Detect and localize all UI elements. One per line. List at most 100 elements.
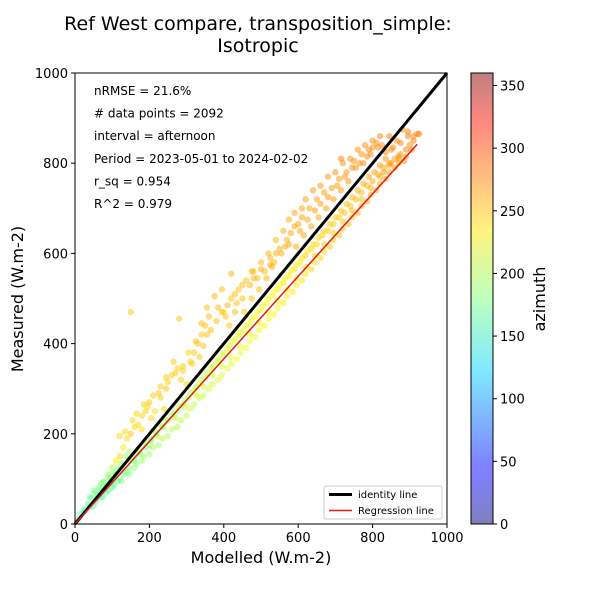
scatter-point [267, 254, 274, 262]
scatter-point [209, 380, 216, 388]
x-tick-label: 600 [286, 531, 311, 546]
scatter-point [246, 338, 254, 345]
scatter-point [190, 401, 198, 408]
scatter-point [335, 175, 343, 183]
scatter-point [179, 362, 187, 370]
scatter-point [259, 302, 267, 309]
scatter-point [280, 227, 287, 235]
scatter-point [157, 394, 164, 401]
scatter-point [298, 254, 306, 262]
scatter-point [315, 234, 322, 241]
scatter-point [177, 376, 185, 383]
scatter-point [358, 150, 365, 158]
scatter-point [302, 196, 309, 203]
y-tick-label: 1000 [35, 67, 68, 82]
scatter-point [261, 322, 268, 329]
scatter-point [105, 471, 112, 478]
scatter-point [222, 313, 229, 320]
y-tick-label: 0 [60, 518, 68, 533]
scatter-point [131, 464, 138, 471]
scatter-point [304, 247, 311, 255]
scatter-point [257, 265, 265, 273]
scatter-point [218, 308, 226, 316]
scatter-point [326, 220, 334, 228]
scatter-point [177, 417, 185, 424]
scatter-point [138, 457, 146, 465]
scatter-point [252, 333, 259, 341]
scatter-point [369, 178, 376, 185]
scatter-point [233, 356, 241, 363]
scatter-point [363, 198, 371, 205]
scatter-point [287, 229, 294, 237]
scatter-point [175, 403, 183, 410]
colorbar-fill [470, 72, 494, 525]
scatter-point [324, 173, 332, 180]
scatter-point [125, 448, 133, 456]
scatter-point [337, 207, 345, 214]
colorbar-ticks: 0 50 100 150 200 250 300 350 [493, 80, 525, 533]
scatter-point [309, 241, 317, 248]
scatter-point [215, 304, 222, 311]
scatter-point [304, 216, 311, 223]
scatter-point [162, 374, 170, 381]
scatter-point [172, 369, 179, 377]
scatter-point [120, 444, 127, 451]
scatter-point [391, 164, 399, 171]
scatter-point [321, 189, 328, 196]
scatter-point [239, 295, 246, 302]
scatter-point [382, 155, 389, 162]
scatter-point [116, 453, 123, 460]
scatter-point [135, 421, 142, 428]
scatter-point [231, 290, 239, 298]
scatter-point [376, 132, 384, 140]
scatter-point [321, 227, 328, 235]
scatter-point [267, 261, 274, 268]
scatter-point [114, 477, 121, 485]
plot-frame [74, 72, 448, 525]
scatter-point [386, 132, 393, 140]
scatter-point [237, 329, 244, 336]
legend-identity-label: identity line [358, 490, 417, 501]
scatter-point [276, 281, 283, 289]
scatter-point [188, 360, 196, 368]
scatter-point [274, 297, 281, 304]
scatter-point [371, 169, 378, 176]
scatter-point [345, 178, 352, 185]
scatter-point [127, 308, 134, 316]
plot-area: nRMSE = 21.6% # data points = 2092 interva… [73, 72, 449, 525]
scatter-point [127, 430, 134, 437]
scatter-point [404, 128, 412, 135]
scatter-point [181, 403, 188, 410]
scatter-point [350, 157, 358, 165]
legend-regression-label: Regression line [358, 506, 434, 517]
scatter-point [324, 193, 332, 201]
scatter-point [386, 162, 393, 169]
x-tick-label: 200 [137, 531, 162, 546]
scatter-point [228, 360, 235, 368]
scatter-point [218, 371, 226, 379]
scatter-point [86, 493, 94, 501]
stat-annotation: # data points = 2092 [94, 107, 224, 121]
scatter-point [254, 308, 261, 316]
scatter-point [203, 331, 211, 338]
scatter-point [168, 426, 175, 433]
scatter-point [270, 311, 278, 318]
scatter-point [157, 383, 164, 390]
scatter-point [348, 164, 356, 171]
scatter-point [248, 295, 255, 302]
scatter-point [291, 209, 298, 217]
scatter-point [380, 169, 387, 176]
colorbar: 0 50 100 150 200 250 300 350 azimuth [470, 72, 549, 533]
colorbar-tick-label: 0 [500, 518, 508, 533]
y-tick-label: 200 [43, 428, 68, 443]
scatter-point [138, 412, 146, 419]
scatter-point [200, 342, 207, 350]
y-tick-label: 800 [43, 157, 68, 172]
scatter-point [116, 432, 123, 440]
scatter-point [317, 254, 324, 262]
stats-annotations: nRMSE = 21.6% # data points = 2092 interva… [94, 84, 308, 211]
x-tick-label: 800 [360, 531, 385, 546]
scatter-point [263, 275, 270, 282]
scatter-point [376, 173, 384, 180]
